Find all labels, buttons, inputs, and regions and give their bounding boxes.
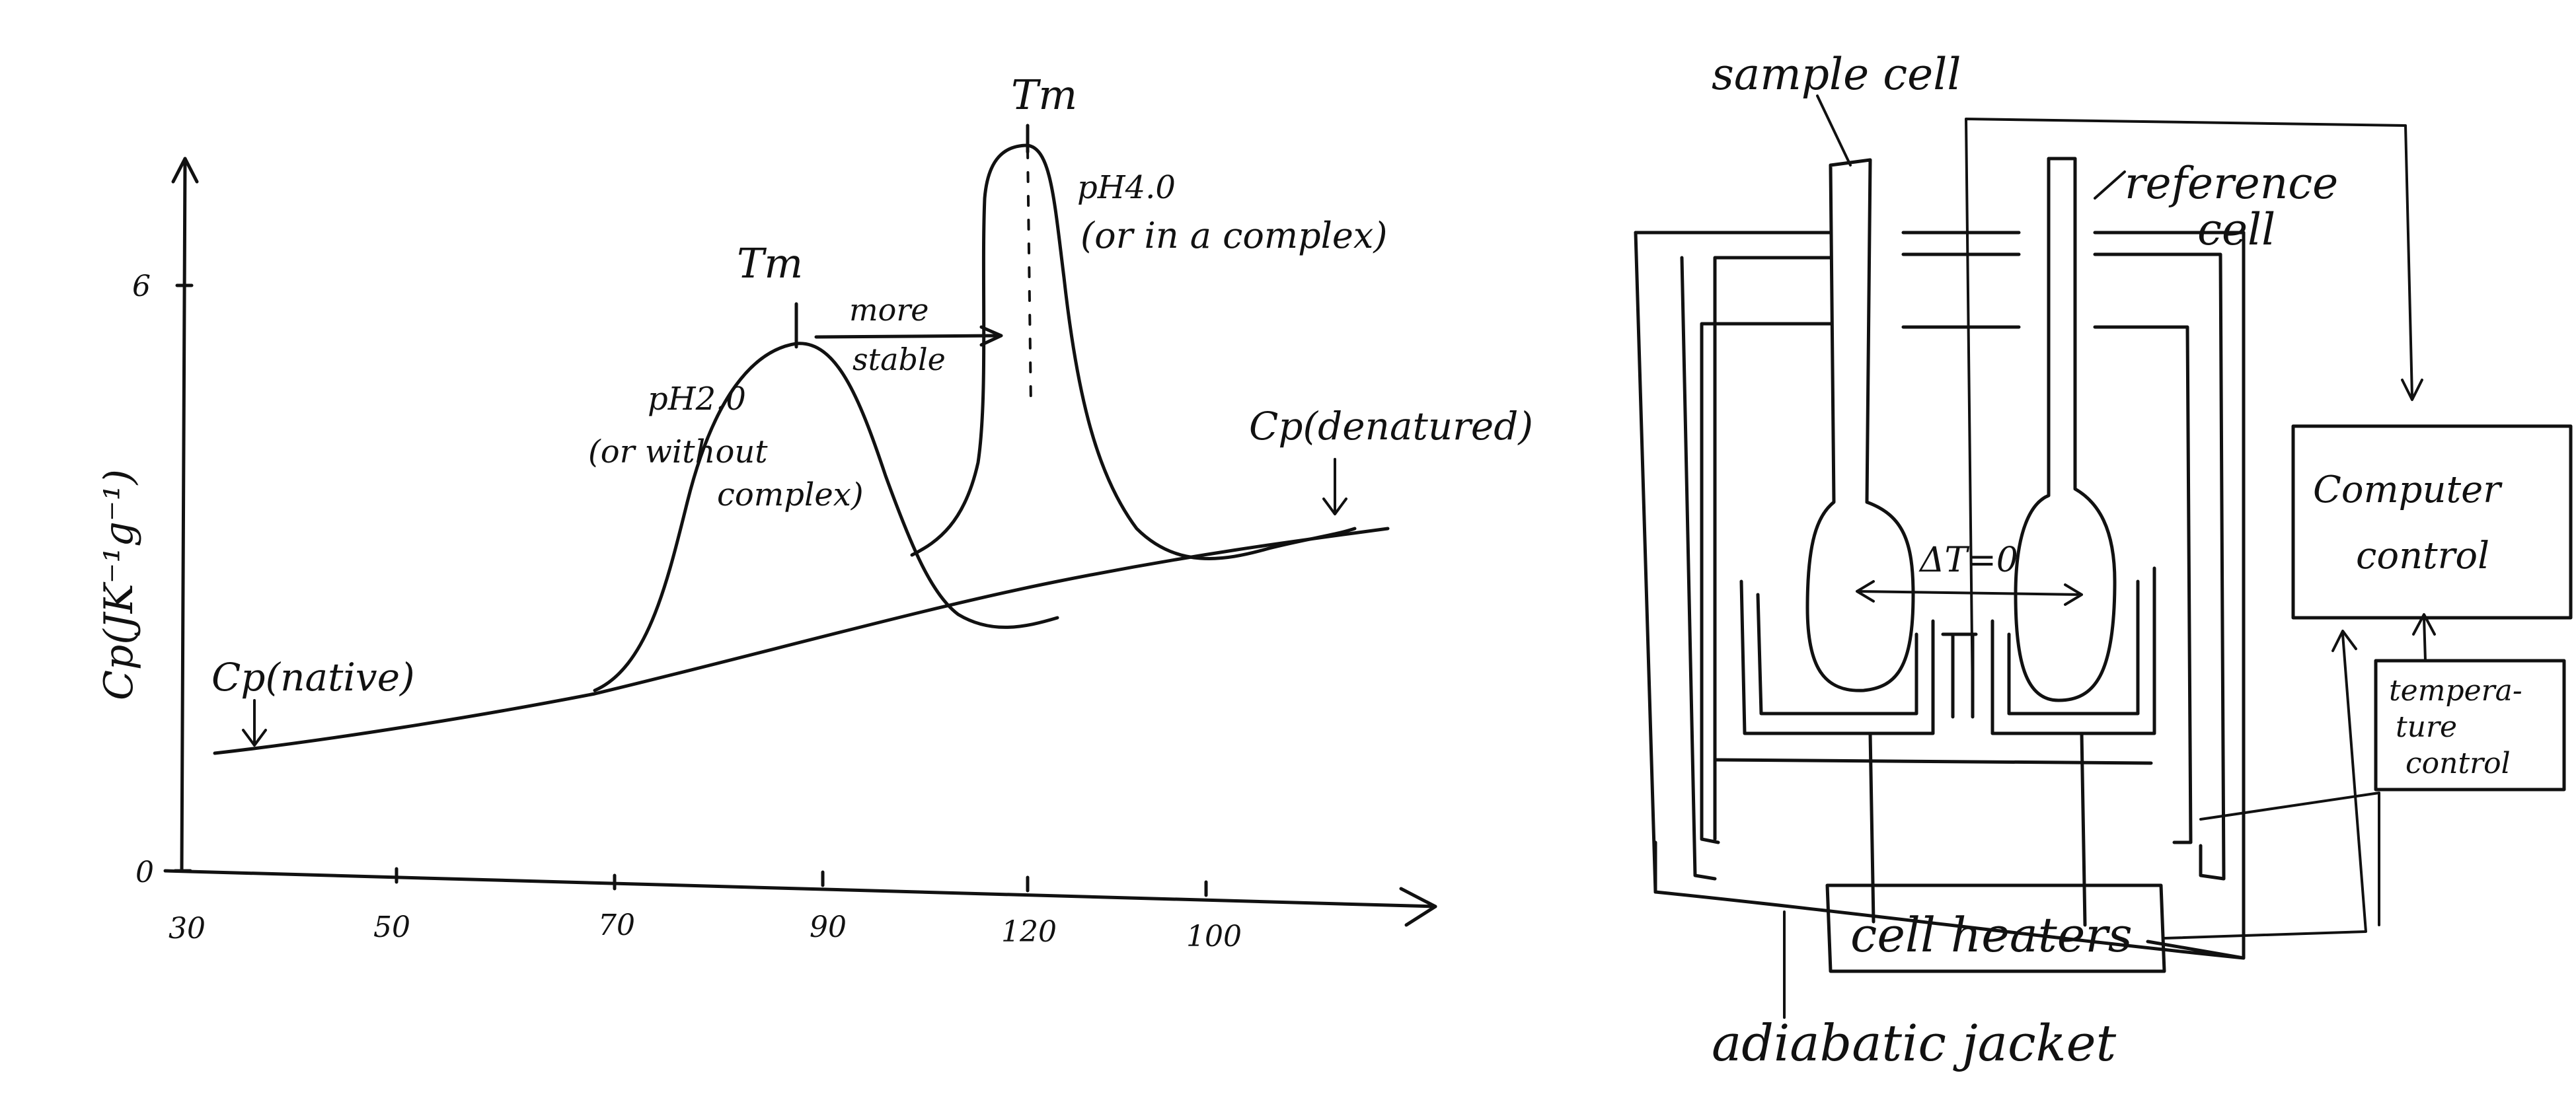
y-axis-arrow (171, 157, 199, 184)
middle-jacket-right (1901, 252, 2226, 881)
sample-cell-label: sample cell (1712, 49, 1961, 100)
delta-t-label: ΔT=0 (1918, 540, 2018, 580)
tm-right-dashed (1026, 147, 1032, 408)
x-axis (163, 869, 1437, 908)
x-tick-label-100: 100 (1186, 920, 1242, 953)
x-tick-label-30: 30 (169, 912, 206, 945)
temperature-control-box (2374, 659, 2566, 792)
reference-cell-label-2: cell (2197, 204, 2275, 255)
temperature-control-label-3: control (2406, 747, 2511, 780)
cell-heaters-label: cell heaters (1850, 907, 2133, 963)
peak-ph4-curve (910, 143, 1357, 560)
reference-cell (2014, 157, 2117, 702)
temp-to-computer-arrow (2412, 613, 2436, 662)
x-tick-label-70: 70 (598, 908, 635, 942)
cp-denatured-label: Cp(denatured) (1249, 404, 1533, 449)
computer-control-box (2291, 424, 2573, 620)
adiabatic-jacket-outer (1634, 231, 2246, 960)
baseline-line (213, 527, 1390, 755)
adiabatic-jacket-label: adiabatic jacket (1712, 1014, 2117, 1072)
x-axis-arrow (1399, 887, 1437, 927)
tm-left-label: Tm (737, 239, 803, 287)
computer-control-label-1: Computer (2313, 468, 2503, 511)
temperature-control-label-1: tempera- (2389, 674, 2522, 708)
heater-wire-sample (1868, 731, 1875, 924)
jacket-to-temp-wire (2199, 792, 2380, 926)
sample-cell-leader (1816, 94, 1852, 166)
ph-right-label-2: (or in a complex) (1080, 215, 1387, 256)
delta-t-arrow (1856, 580, 2083, 606)
ph-left-label-1: pH2.0 (648, 381, 746, 418)
apparatus-diagram: sample cell reference cell ΔT=0 Computer… (1634, 49, 2573, 1072)
cell-heaters-box (1825, 883, 2166, 973)
heater-wire-reference (2080, 731, 2087, 927)
x-tick-label-90: 90 (810, 910, 847, 944)
ph-left-label-3: complex) (717, 476, 864, 513)
y-axis-label: Cp(JK⁻¹g⁻¹) (96, 469, 142, 700)
y-tick-label-0: 0 (135, 856, 154, 889)
more-stable-arrow (814, 334, 1000, 339)
more-stable-arrowhead (979, 325, 1003, 347)
y-axis (180, 157, 187, 873)
x-tick-label-120: 120 (1001, 915, 1057, 949)
reference-cell-leader (2094, 170, 2126, 200)
adiabatic-jacket-left (1634, 231, 1657, 894)
top-control-wire (1965, 118, 2423, 702)
inner-floor (1713, 758, 2153, 765)
sample-cell (1805, 158, 1915, 692)
peak-ph2-curve (593, 342, 1059, 692)
sample-holder (1739, 579, 1935, 735)
ph-right-label-1: pH4.0 (1077, 169, 1176, 206)
reference-holder (1990, 566, 2156, 735)
cp-native-label: Cp(native) (211, 655, 415, 700)
cp-native-arrow (242, 699, 267, 747)
reference-cell-label-1: reference (2125, 158, 2338, 209)
tm-right-label: Tm (1011, 71, 1077, 119)
cp-denatured-arrow (1322, 458, 1347, 515)
x-tick-label-50: 50 (373, 910, 410, 944)
thermogram: 6 0 30 50 70 90 120 100 Cp(JK⁻¹g⁻¹) Cp(n… (96, 71, 1533, 953)
ph-left-label-2: (or without (588, 433, 768, 470)
temperature-control-label-2: ture (2396, 710, 2457, 744)
inner-jacket (1700, 322, 2193, 844)
computer-control-label-2: control (2356, 535, 2489, 577)
y-tick-label-6: 6 (132, 270, 151, 303)
middle-jacket (1680, 256, 1833, 881)
stable-label: stable (852, 342, 946, 377)
more-label: more (849, 292, 929, 328)
heater-to-computer-wire (2163, 630, 2367, 940)
